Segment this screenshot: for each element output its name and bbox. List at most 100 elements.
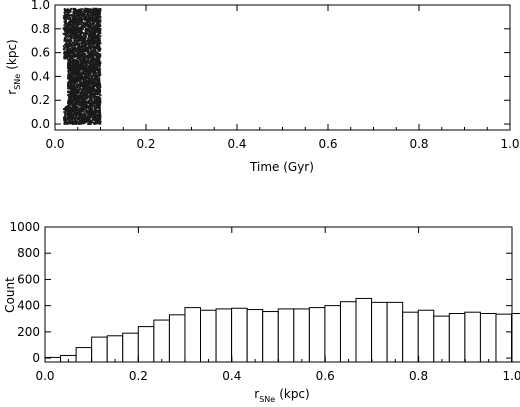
scatter-point (97, 59, 100, 62)
scatter-point (71, 62, 74, 65)
scatter-point (72, 87, 75, 90)
scatter-point (68, 22, 71, 25)
scatter-point (66, 16, 69, 19)
scatter-point (97, 41, 100, 44)
scatter-point (73, 33, 76, 36)
scatter-point (91, 77, 94, 80)
scatter-point (64, 114, 66, 117)
scatter-point (74, 105, 77, 108)
scatter-point (67, 65, 69, 68)
scatter-point (92, 42, 95, 45)
scatter-point (96, 109, 98, 112)
scatter-point (80, 99, 83, 102)
scatter-point (84, 87, 87, 90)
scatter-point (78, 40, 80, 42)
scatter-point (80, 100, 83, 103)
scatter-point (68, 68, 70, 71)
scatter-point (73, 22, 75, 25)
scatter-point (74, 38, 77, 41)
scatter-point (67, 70, 70, 72)
scatter-point (80, 31, 83, 34)
scatter-point (85, 103, 88, 106)
scatter-point (69, 69, 72, 72)
scatter-point (99, 117, 102, 120)
scatter-point (69, 24, 72, 26)
scatter-point (93, 104, 96, 107)
scatter-point (81, 97, 84, 100)
scatter-point (82, 66, 84, 68)
scatter-point (87, 87, 89, 90)
scatter-point (88, 87, 91, 89)
scatter-point (89, 41, 92, 44)
scatter-point (99, 11, 101, 14)
scatter-point (85, 108, 88, 111)
scatter-point (71, 79, 74, 81)
scatter-point (74, 69, 76, 71)
scatter-point (84, 117, 87, 119)
scatter-point (71, 27, 74, 30)
scatter-point (97, 42, 99, 45)
scatter-point (80, 52, 83, 55)
scatter-point (88, 19, 91, 22)
scatter-point (87, 102, 90, 105)
scatter-point (98, 24, 101, 27)
scatter-point (98, 59, 101, 62)
scatter-point (90, 51, 93, 54)
scatter-point (80, 84, 83, 87)
scatter-point (89, 63, 91, 66)
scatter-point (86, 22, 89, 24)
scatter-point (88, 15, 90, 18)
scatter-point (74, 56, 76, 59)
scatter-point (88, 17, 91, 20)
scatter-y-tick-label: 0.0 (31, 117, 50, 131)
scatter-x-tick-label: 1.0 (500, 137, 519, 151)
scatter-point (75, 100, 78, 102)
scatter-point (67, 73, 70, 76)
scatter-point (95, 104, 98, 107)
scatter-point (89, 121, 92, 123)
scatter-point (91, 114, 94, 117)
scatter-point (91, 45, 94, 48)
scatter-point (96, 9, 99, 12)
scatter-point (92, 49, 95, 52)
scatter-point (84, 26, 86, 28)
scatter-point (64, 109, 67, 111)
scatter-point (70, 32, 73, 35)
scatter-point (78, 52, 80, 55)
scatter-point (78, 97, 81, 100)
scatter-point (69, 27, 72, 30)
scatter-point (84, 102, 87, 105)
scatter-point (77, 110, 80, 112)
scatter-point (63, 120, 66, 123)
scatter-point (86, 67, 89, 70)
scatter-point (94, 39, 97, 42)
scatter-point (69, 35, 72, 38)
scatter-point (79, 57, 81, 60)
scatter-point (99, 98, 101, 101)
scatter-point (71, 63, 74, 66)
scatter-point (64, 44, 67, 47)
scatter-point (66, 54, 69, 57)
scatter-point (74, 47, 76, 50)
scatter-point (76, 89, 78, 92)
scatter-point (82, 49, 85, 52)
scatter-point (93, 59, 96, 62)
scatter-point (90, 37, 92, 40)
scatter-point (84, 49, 86, 52)
scatter-point (92, 20, 95, 23)
scatter-point (84, 47, 87, 50)
scatter-point (68, 20, 71, 23)
scatter-point (75, 27, 78, 30)
scatter-point (95, 57, 98, 60)
scatter-point (69, 45, 72, 48)
scatter-point (94, 52, 97, 55)
scatter-point (77, 60, 80, 62)
scatter-point (90, 110, 93, 113)
scatter-point (71, 14, 74, 17)
scatter-point (81, 26, 84, 29)
scatter-point (69, 73, 72, 76)
scatter-point (95, 46, 98, 49)
scatter-point (97, 33, 99, 36)
scatter-point (69, 99, 72, 102)
